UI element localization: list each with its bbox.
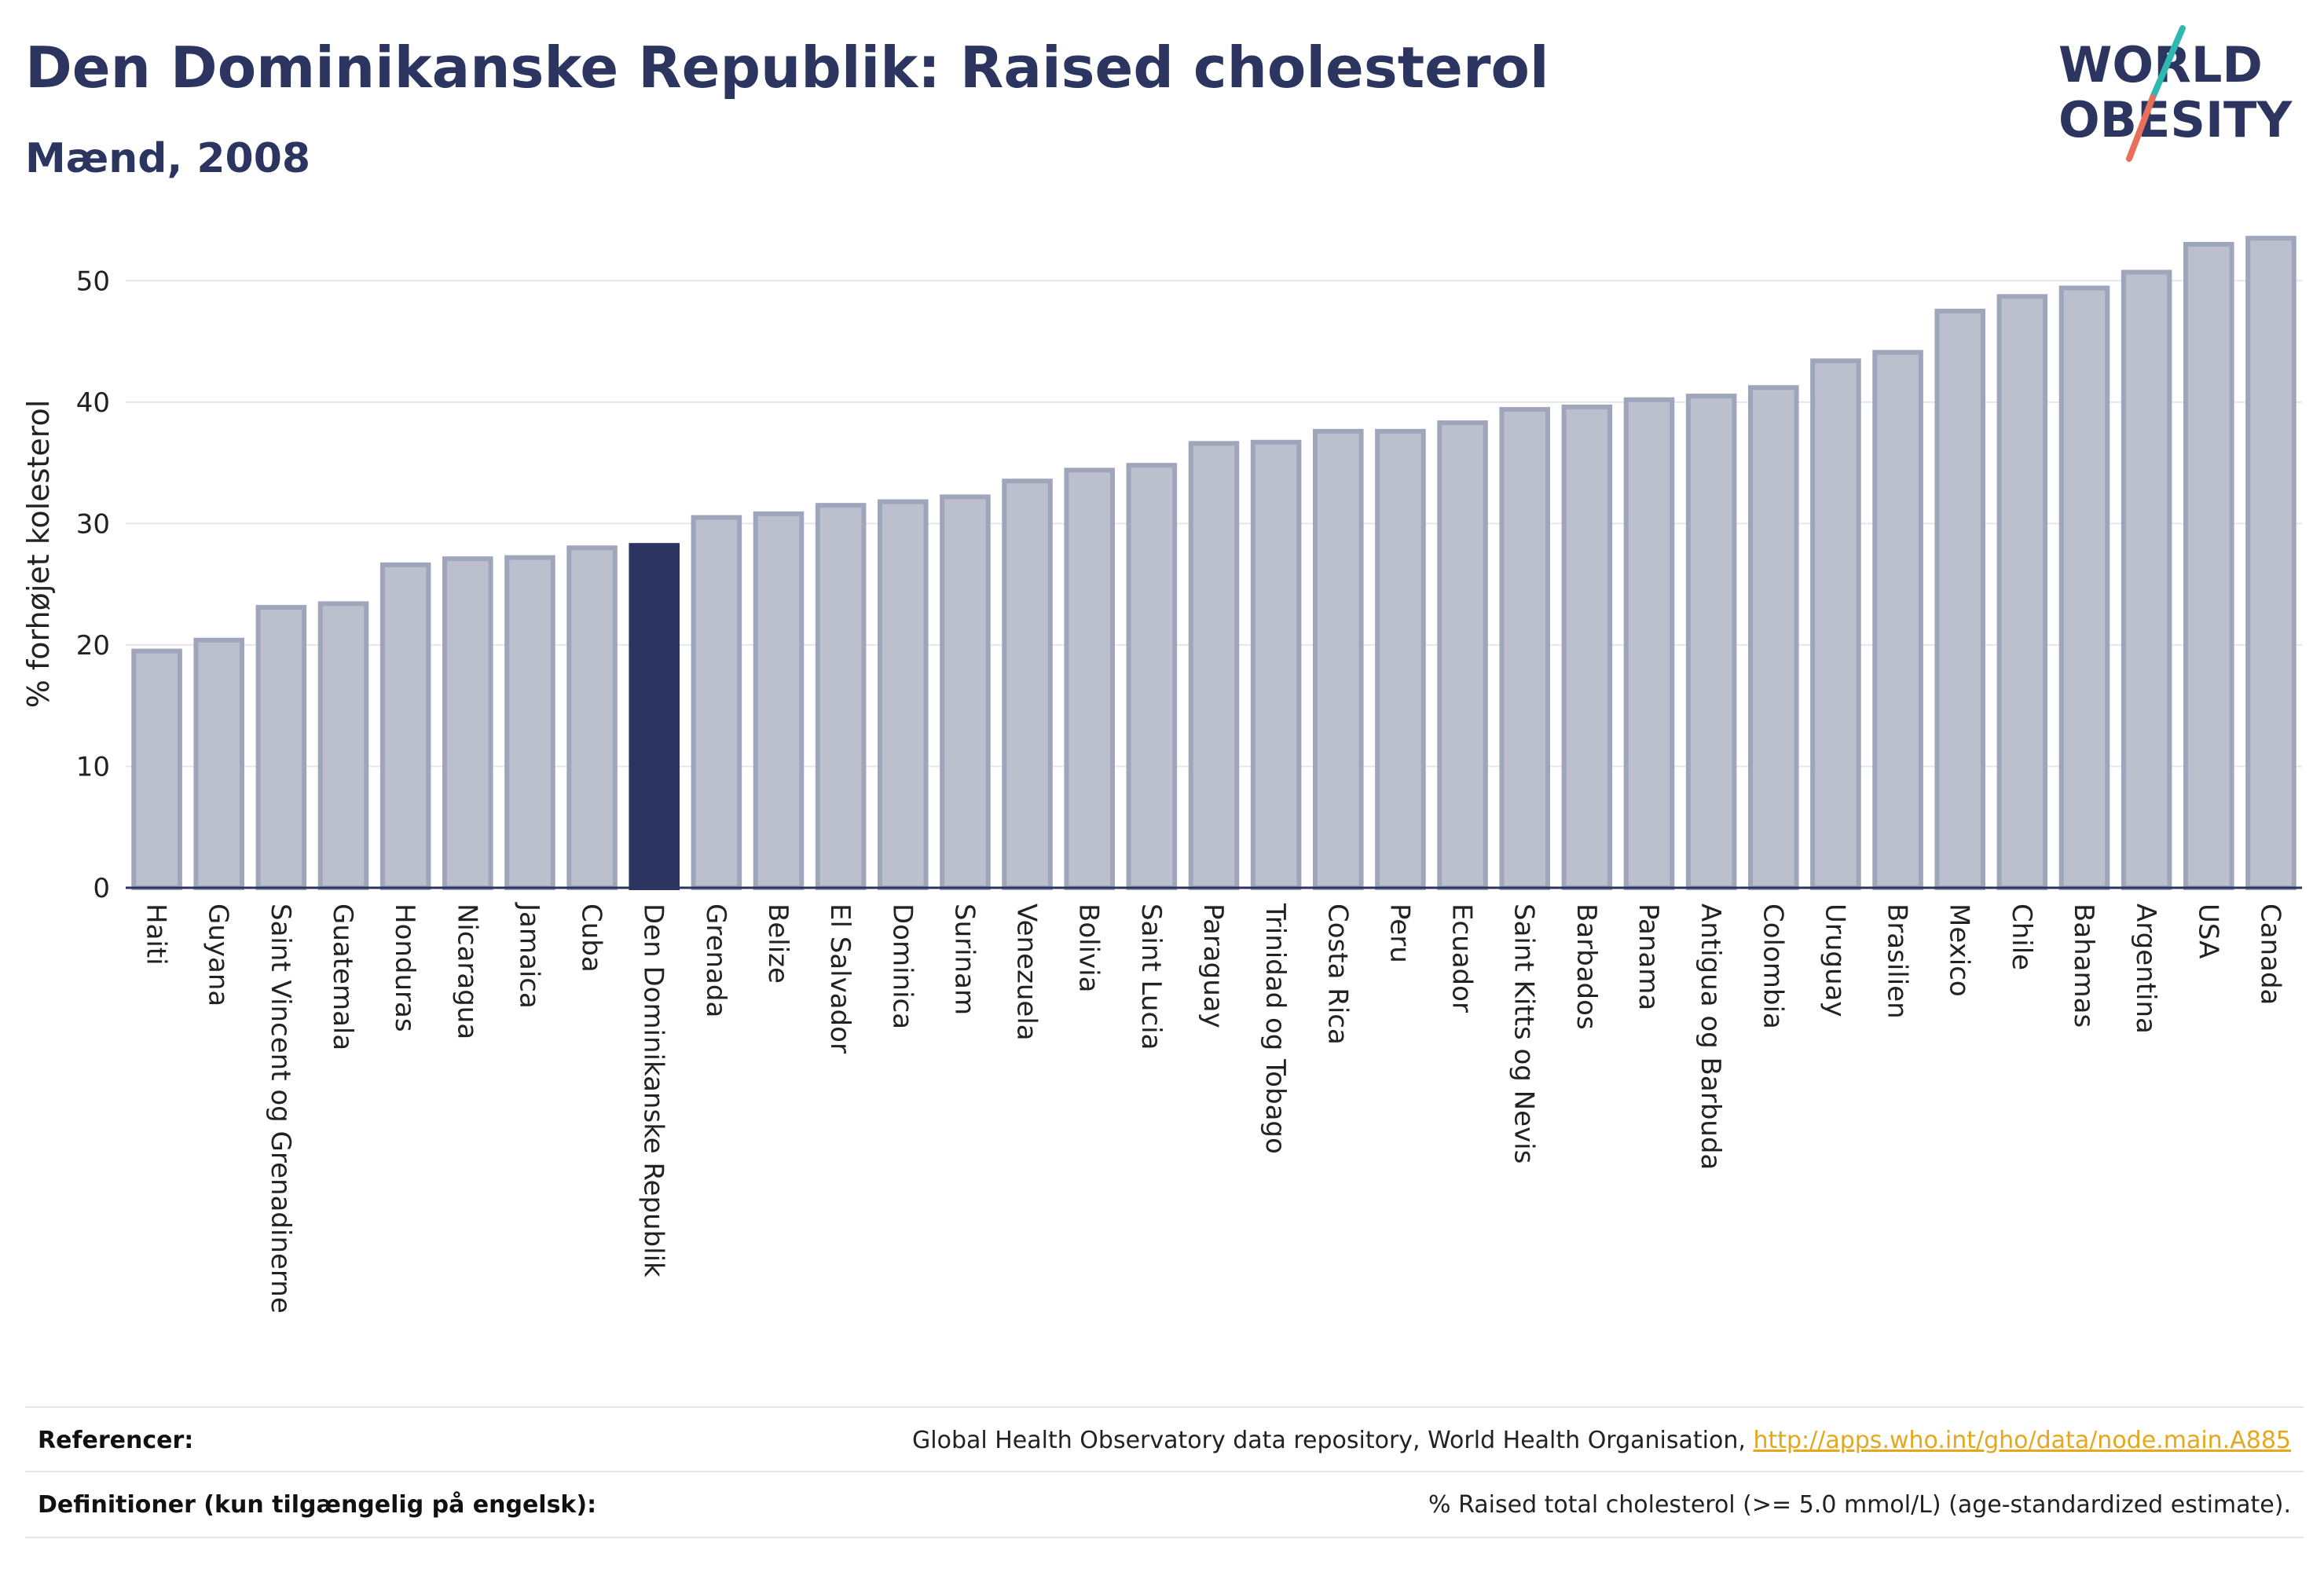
y-tick-label: 30 — [76, 508, 110, 540]
x-tick-label: Canada — [2254, 903, 2286, 1005]
x-tick-label: Belize — [762, 903, 794, 984]
x-tick-label: Surinam — [948, 903, 980, 1015]
bar — [1810, 358, 1861, 891]
x-tick-label: Nicaragua — [451, 903, 482, 1039]
x-tick-label: Honduras — [389, 903, 420, 1032]
definitions-row: Definitioner (kun tilgængelig på engelsk… — [25, 1471, 2304, 1538]
x-tick-label: Grenada — [700, 903, 731, 1017]
x-tick-label: Colombia — [1757, 903, 1788, 1029]
x-tick-label: Argentina — [2130, 903, 2161, 1034]
x-tick-label: Ecuador — [1446, 903, 1478, 1013]
x-tick-label: Dominica — [886, 903, 918, 1029]
x-tick-label: Mexico — [1944, 903, 1975, 997]
x-tick-label: Guyana — [203, 903, 234, 1006]
bar — [2183, 241, 2234, 890]
x-tick-label: Bahamas — [2068, 903, 2099, 1028]
x-tick-label: USA — [2192, 903, 2223, 958]
bar — [2058, 285, 2110, 890]
bar — [442, 556, 493, 890]
bar — [1188, 441, 1240, 890]
y-tick-label: 20 — [76, 630, 110, 662]
definitions-label: Definitioner (kun tilgængelig på engelsk… — [38, 1490, 597, 1519]
bar — [1002, 478, 1053, 891]
logo-line2: OBESITY — [2058, 91, 2293, 148]
x-tick-label: Haiti — [141, 903, 172, 966]
bar — [1126, 463, 1178, 890]
x-tick-label: Den Dominikanske Republik — [638, 903, 669, 1277]
y-tick-label: 40 — [76, 387, 110, 419]
logo-accent-teal — [2150, 25, 2186, 101]
bar — [504, 555, 555, 890]
y-tick-label: 10 — [76, 751, 110, 783]
bar — [317, 601, 369, 890]
chart-subtitle: Mænd, 2008 — [25, 135, 311, 182]
x-tick-label: Costa Rica — [1321, 903, 1353, 1045]
references-label: Referencer: — [38, 1426, 194, 1454]
x-tick-label: Trinidad og Tobago — [1259, 903, 1291, 1154]
bar — [1685, 394, 1737, 891]
x-tick-label: Paraguay — [1197, 903, 1229, 1028]
bar-chart: 0 10 20 30 40 50 % forhøjet kolesterol Haiti Guy… — [21, 236, 2302, 1314]
bar — [2245, 236, 2297, 890]
x-tick-label: Chile — [2006, 903, 2037, 970]
chart-title: Den Dominikanske Republik: Raised choles… — [25, 35, 1549, 101]
world-obesity-logo: WORLD OBESITY — [2058, 25, 2293, 162]
x-tick-label: Saint Kitts og Nevis — [1508, 903, 1540, 1164]
bar — [1748, 385, 1799, 891]
x-tick-label: Saint Lucia — [1135, 903, 1167, 1050]
x-tick-label: Antigua og Barbuda — [1695, 903, 1726, 1170]
bar — [691, 515, 742, 890]
bar — [1437, 420, 1488, 891]
bar — [629, 543, 680, 890]
x-tick-label: Bolivia — [1073, 903, 1105, 992]
bar — [878, 499, 929, 890]
x-tick-label: Barbados — [1571, 903, 1602, 1030]
references-link[interactable]: http://apps.who.int/gho/data/node.main.A… — [1753, 1426, 2291, 1454]
bar — [753, 511, 805, 890]
y-tick-label: 50 — [76, 266, 110, 297]
x-tick-label: Cuba — [576, 903, 607, 973]
bar — [131, 648, 182, 890]
x-tick-label: Panama — [1633, 903, 1664, 1010]
bar — [2121, 269, 2172, 891]
x-tick-label: Uruguay — [1819, 903, 1850, 1017]
bar — [1064, 467, 1115, 890]
y-tick-label: 0 — [93, 873, 110, 904]
x-tick-label: Peru — [1384, 903, 1415, 963]
bar — [1623, 397, 1675, 890]
x-tick-label: Venezuela — [1011, 903, 1043, 1041]
bar — [1996, 294, 2048, 890]
references-text: Global Health Observatory data repositor… — [912, 1426, 1754, 1454]
bar — [255, 605, 307, 890]
bar — [1313, 428, 1364, 890]
x-tick-label: El Salvador — [824, 903, 856, 1054]
bar — [940, 494, 991, 890]
x-tick-label: Saint Vincent og Grenadinerne — [265, 903, 296, 1314]
bar — [193, 637, 244, 891]
bar — [1561, 405, 1613, 890]
bar — [1872, 350, 1923, 891]
bar — [566, 545, 618, 890]
references-row: Referencer: Global Health Observatory da… — [25, 1406, 2304, 1472]
x-tick-label: Jamaica — [513, 902, 544, 1009]
bar — [1250, 439, 1302, 890]
x-tick-label: Brasilien — [1882, 903, 1913, 1019]
y-axis-title: % forhøjet kolesterol — [21, 400, 56, 709]
bar — [815, 503, 867, 890]
bar — [1499, 407, 1550, 891]
logo-accent-coral — [2126, 94, 2156, 162]
bar — [379, 562, 431, 890]
x-tick-label: Guatemala — [327, 903, 358, 1050]
definitions-text: % Raised total cholesterol (>= 5.0 mmol/… — [1428, 1490, 2291, 1519]
bar — [1934, 308, 1985, 890]
bar — [1375, 428, 1426, 890]
references-value: Global Health Observatory data repositor… — [912, 1427, 2304, 1454]
